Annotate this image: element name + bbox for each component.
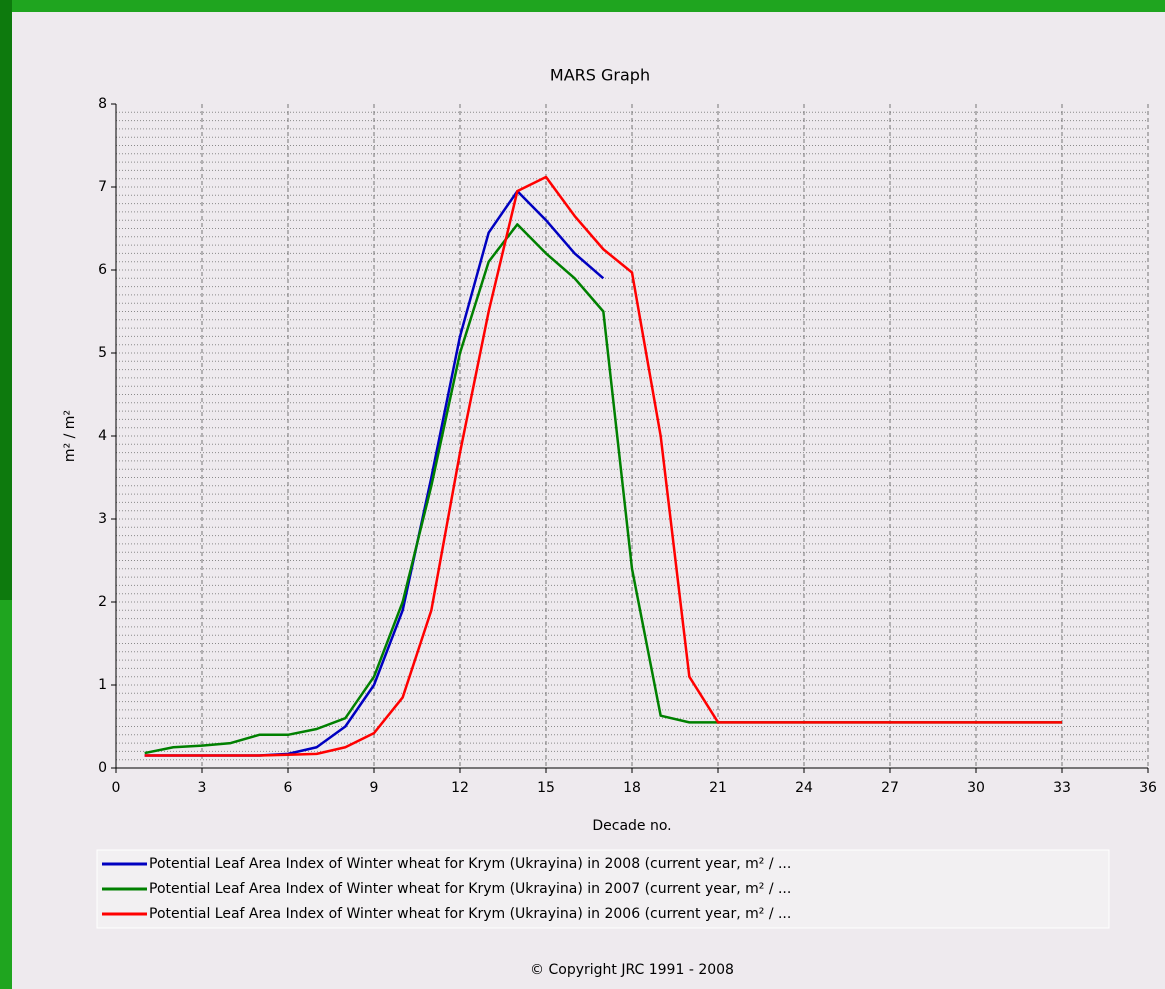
x-tick-label: 0: [112, 780, 121, 796]
legend-label: Potential Leaf Area Index of Winter whea…: [149, 856, 791, 872]
y-axis-label: m² / m²: [62, 410, 78, 462]
y-tick-label: 7: [98, 179, 107, 195]
x-tick-label: 15: [537, 780, 555, 796]
footer: © Copyright JRC 1991 - 2008: [530, 962, 734, 978]
legend-label: Potential Leaf Area Index of Winter whea…: [149, 881, 791, 897]
x-tick-label: 12: [451, 780, 469, 796]
legend-label: Potential Leaf Area Index of Winter whea…: [149, 906, 791, 922]
y-tick-label: 4: [98, 428, 107, 444]
x-tick-label: 18: [623, 780, 641, 796]
y-tick-label: 5: [98, 345, 107, 361]
y-tick-label: 8: [98, 96, 107, 112]
x-tick-label: 36: [1139, 780, 1157, 796]
x-tick-label: 27: [881, 780, 899, 796]
y-tick-label: 0: [98, 760, 107, 776]
y-tick-label: 6: [98, 262, 107, 278]
series-line: [144, 175, 1062, 757]
border-stripe: [0, 0, 12, 600]
x-tick-label: 9: [370, 780, 379, 796]
x-tick-label: 21: [709, 780, 727, 796]
x-tick-label: 6: [284, 780, 293, 796]
y-tick-label: 2: [98, 594, 107, 610]
x-tick-label: 30: [967, 780, 985, 796]
x-tick-label: 3: [198, 780, 207, 796]
x-axis-label: Decade no.: [592, 818, 671, 834]
x-tick-label: 24: [795, 780, 813, 796]
panel: [12, 12, 1165, 989]
y-tick-label: 3: [98, 511, 107, 527]
x-tick-label: 33: [1053, 780, 1071, 796]
y-tick-label: 1: [98, 677, 107, 693]
chart-title: MARS Graph: [550, 66, 650, 85]
legend-box: [96, 849, 1110, 929]
